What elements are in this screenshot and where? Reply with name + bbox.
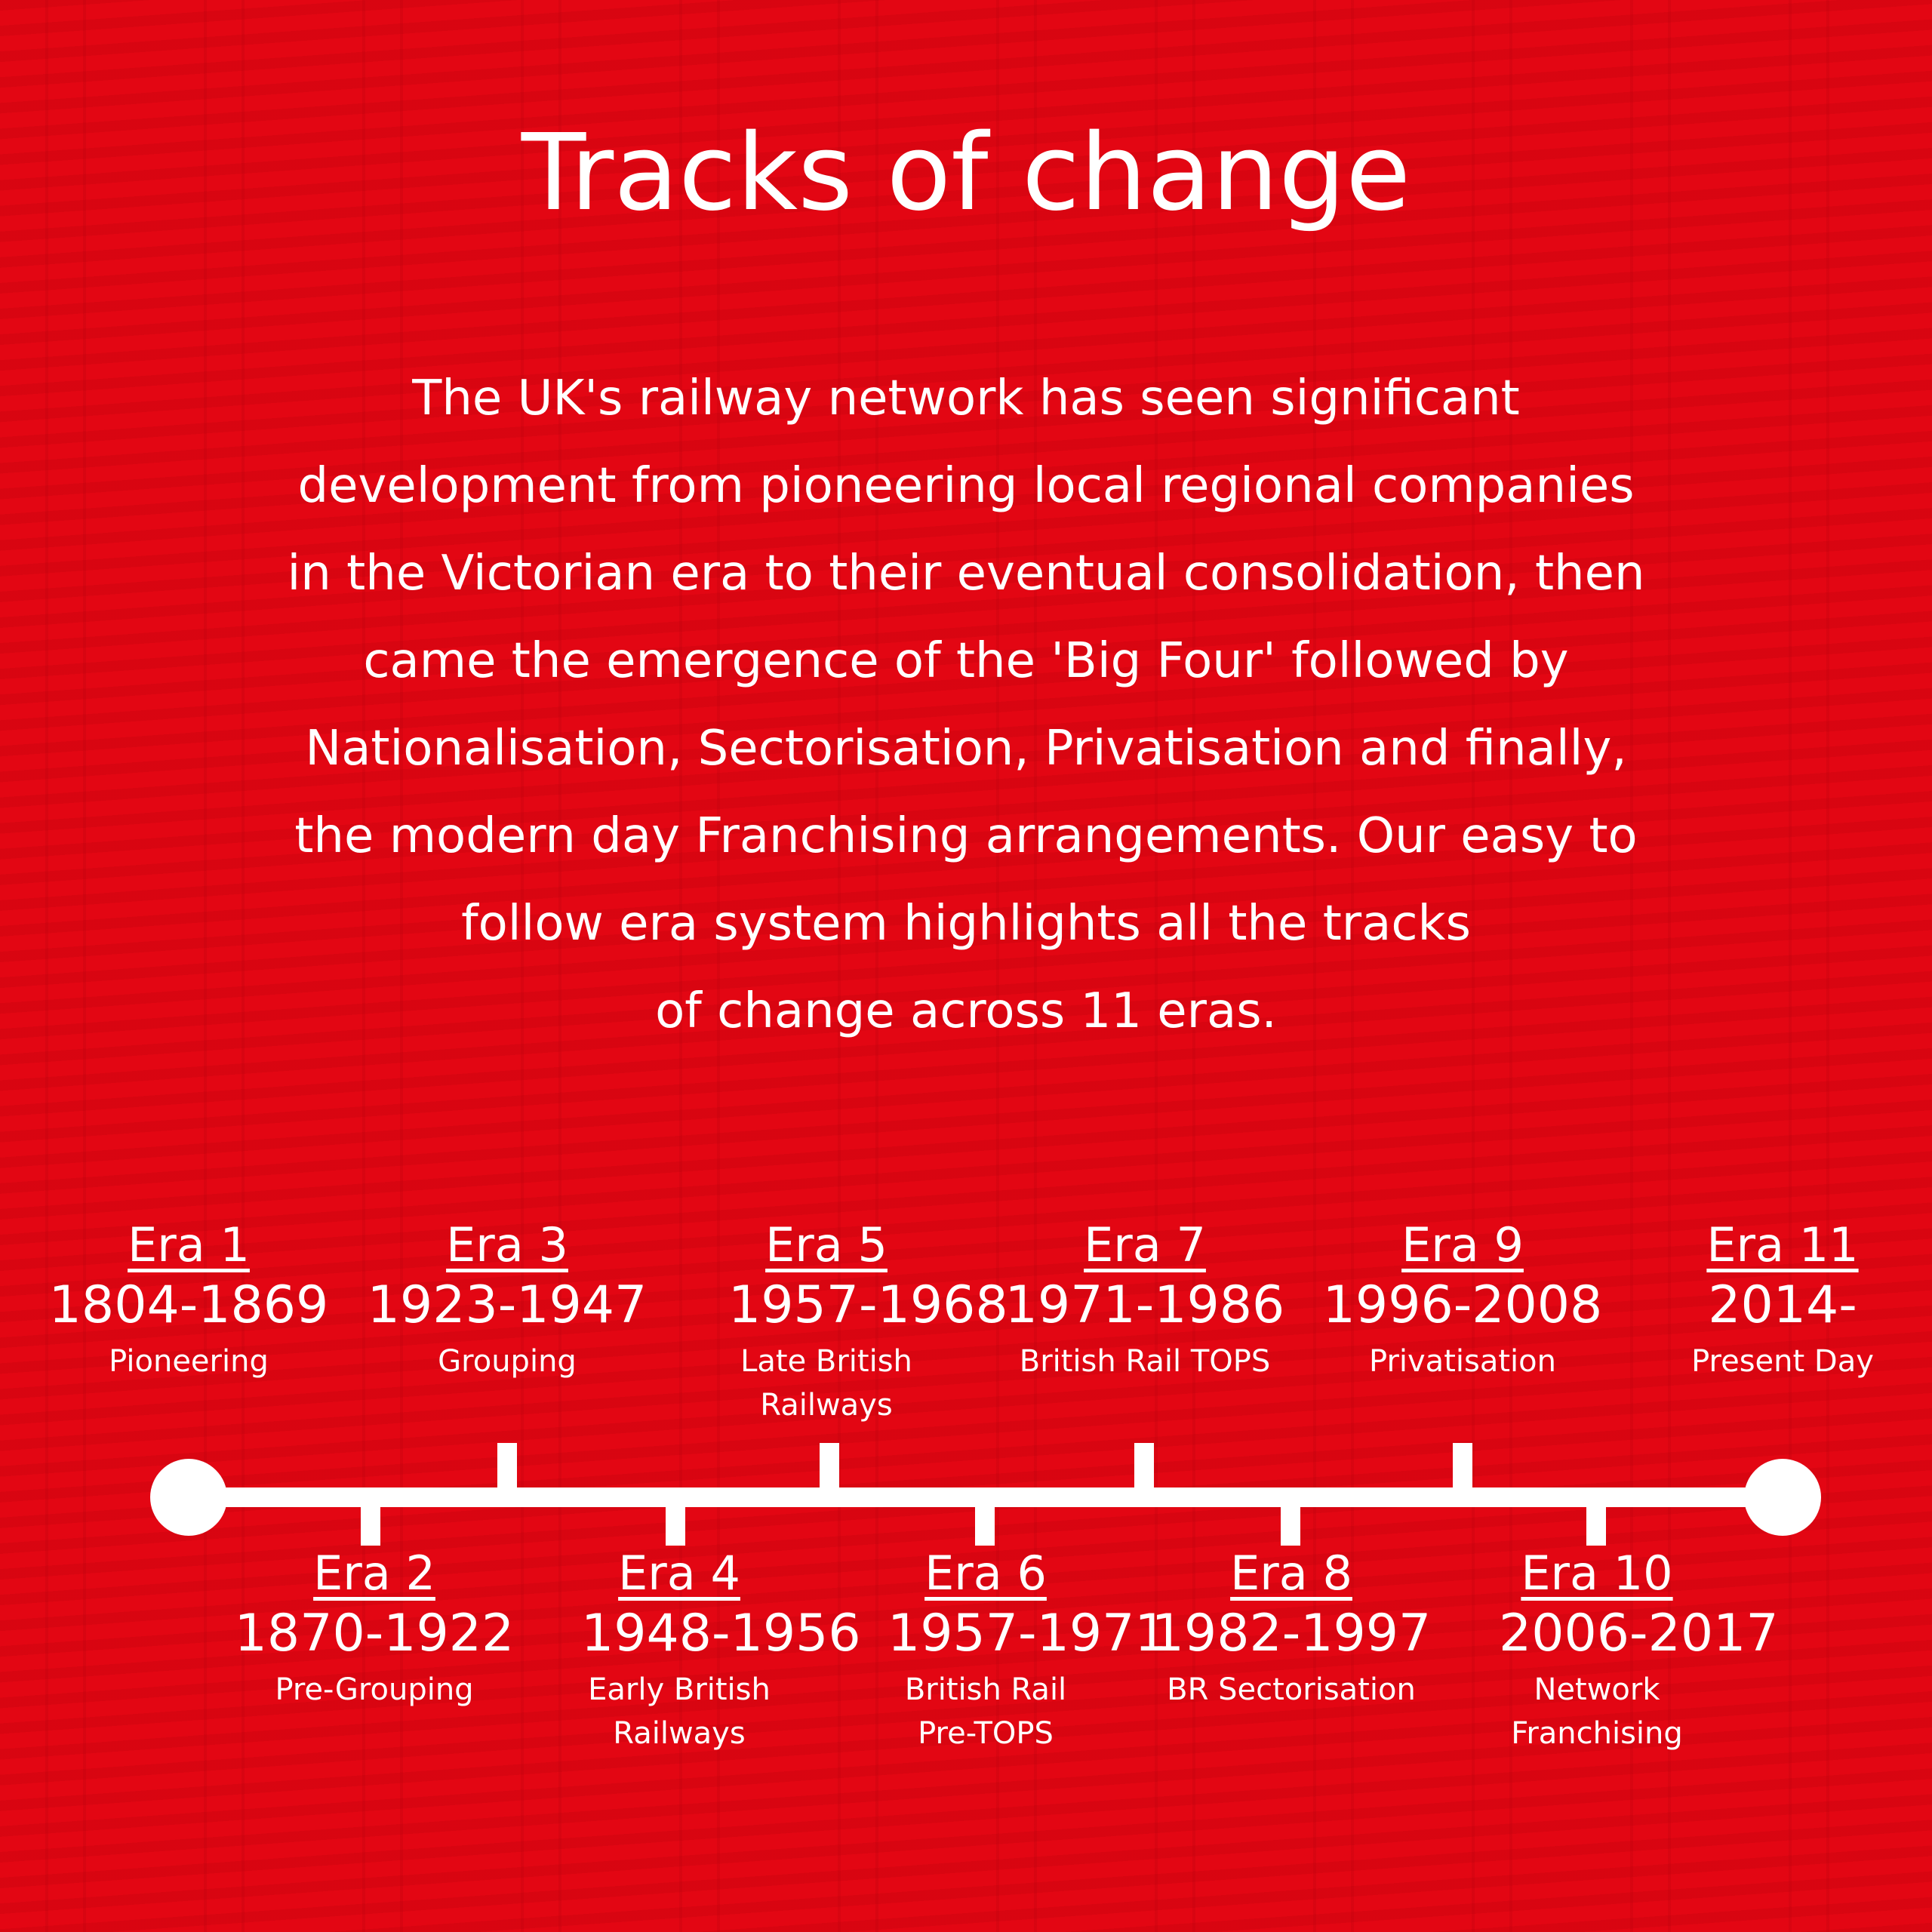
- intro-line: the modern day Franchising arrangements.…: [294, 808, 1638, 864]
- era-years: 1923-1947: [367, 1275, 648, 1335]
- era-5: Era 5 1957-1968 Late British Railways: [728, 1217, 1008, 1427]
- era-name: Pioneering: [109, 1344, 269, 1379]
- timeline-end-dot: [1744, 1459, 1821, 1536]
- era-name: BR Sectorisation: [1167, 1672, 1416, 1707]
- era-label: Era 8: [1230, 1546, 1352, 1601]
- era-name: British Rail TOPS: [1019, 1344, 1271, 1379]
- era-6: Era 6 1957-1971 British Rail Pre-TOPS: [888, 1546, 1168, 1755]
- era-7: Era 7 1971-1986 British Rail TOPS: [979, 1219, 1311, 1383]
- timeline-tick-era-9: [1453, 1443, 1472, 1490]
- intro-line: follow era system highlights all the tra…: [461, 896, 1471, 952]
- era-name: Network Franchising: [1511, 1672, 1683, 1751]
- era-1: Era 1 1804-1869 Pioneering: [38, 1219, 340, 1383]
- intro-line: of change across 11 eras.: [655, 983, 1277, 1039]
- era-years: 1948-1956: [581, 1604, 861, 1663]
- page-title: Tracks of change: [521, 112, 1411, 235]
- era-years: 2006-2017: [1499, 1604, 1779, 1663]
- era-years: 1870-1922: [234, 1604, 515, 1663]
- era-name: Late British Railways: [740, 1344, 912, 1423]
- era-10: Era 10 2006-2017 Network Franchising: [1499, 1546, 1779, 1755]
- timeline-tick-era-7: [1134, 1443, 1154, 1490]
- timeline-tick-era-5: [820, 1443, 839, 1490]
- intro-paragraph: The UK's railway network has seen signif…: [0, 355, 1932, 1055]
- era-name: Early British Railways: [588, 1672, 771, 1751]
- era-label: Era 11: [1706, 1217, 1859, 1272]
- timeline-tick-era-8: [1281, 1502, 1300, 1546]
- era-9: Era 9 1996-2008 Privatisation: [1312, 1219, 1614, 1383]
- era-label: Era 1: [128, 1217, 250, 1272]
- timeline-tick-era-4: [666, 1502, 685, 1546]
- era-name: Pre-Grouping: [275, 1672, 474, 1707]
- era-years: 1957-1971: [888, 1604, 1168, 1663]
- timeline-tick-era-10: [1586, 1502, 1606, 1546]
- era-years: 1957-1968: [728, 1275, 1008, 1335]
- timeline-tick-era-6: [975, 1502, 995, 1546]
- era-name: British Rail Pre-TOPS: [904, 1672, 1067, 1751]
- era-label: Era 9: [1401, 1217, 1524, 1272]
- timeline-start-dot: [150, 1459, 227, 1536]
- era-label: Era 7: [1084, 1217, 1206, 1272]
- timeline-tick-era-3: [497, 1443, 517, 1490]
- era-3: Era 3 1923-1947 Grouping: [356, 1219, 658, 1383]
- era-years: 2014-: [1708, 1275, 1857, 1335]
- era-label: Era 5: [765, 1217, 888, 1272]
- timeline-tick-era-2: [361, 1502, 380, 1546]
- era-years: 1971-1986: [1004, 1275, 1285, 1335]
- era-8: Era 8 1982-1997 BR Sectorisation: [1133, 1547, 1450, 1712]
- intro-line: Nationalisation, Sectorisation, Privatis…: [305, 721, 1627, 777]
- era-label: Era 4: [618, 1546, 740, 1601]
- intro-line: came the emergence of the 'Big Four' fol…: [363, 633, 1569, 689]
- era-name: Grouping: [438, 1344, 577, 1379]
- intro-line: in the Victorian era to their eventual c…: [287, 546, 1645, 601]
- era-label: Era 2: [313, 1546, 435, 1601]
- era-label: Era 6: [924, 1546, 1047, 1601]
- era-2: Era 2 1870-1922 Pre-Grouping: [223, 1547, 525, 1712]
- era-years: 1982-1997: [1151, 1604, 1432, 1663]
- intro-line: development from pioneering local region…: [297, 458, 1635, 514]
- era-11: Era 11 2014- Present Day: [1669, 1219, 1896, 1383]
- era-label: Era 3: [446, 1217, 568, 1272]
- era-years: 1996-2008: [1322, 1275, 1603, 1335]
- era-years: 1804-1869: [48, 1275, 329, 1335]
- era-4: Era 4 1948-1956 Early British Railways: [581, 1546, 861, 1755]
- era-label: Era 10: [1521, 1546, 1673, 1601]
- intro-line: The UK's railway network has seen signif…: [412, 371, 1520, 426]
- era-name: Present Day: [1691, 1344, 1874, 1379]
- era-name: Privatisation: [1369, 1344, 1556, 1379]
